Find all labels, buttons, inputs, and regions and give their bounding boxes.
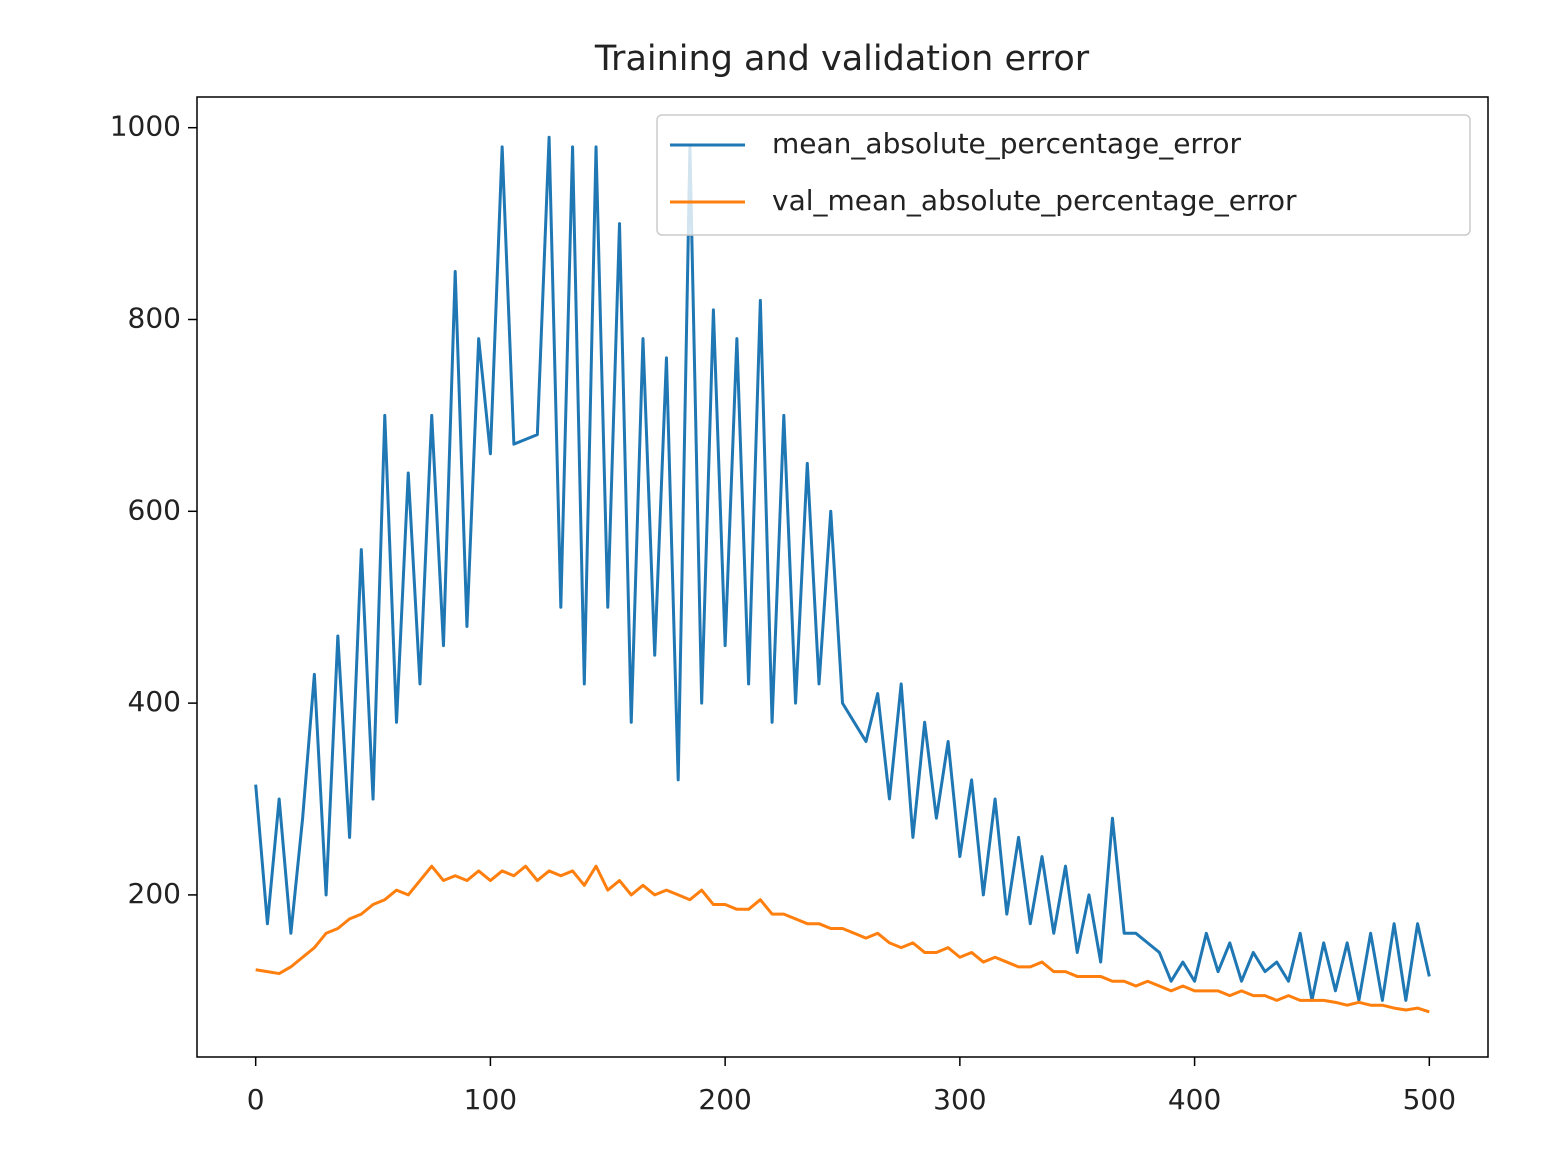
y-tick-label: 1000 xyxy=(110,110,181,143)
plot-frame xyxy=(196,96,1489,1058)
x-tick-label: 500 xyxy=(1403,1083,1456,1116)
y-tick-label: 600 xyxy=(128,493,181,526)
x-tick-label: 0 xyxy=(247,1083,265,1116)
y-tick-label: 200 xyxy=(128,877,181,910)
line xyxy=(254,135,1431,1002)
legend-box xyxy=(656,114,1471,236)
x-tick-label: 300 xyxy=(933,1083,986,1116)
chart-title: Training and validation error xyxy=(594,39,1090,79)
legend-label: mean_absolute_percentage_error xyxy=(772,127,1241,160)
x-tick-label: 100 xyxy=(464,1083,517,1116)
x-tick-label: 200 xyxy=(698,1083,751,1116)
x-tick-label: 400 xyxy=(1168,1083,1221,1116)
line xyxy=(255,864,1430,1014)
y-tick-label: 800 xyxy=(128,301,181,334)
legend-label: val_mean_absolute_percentage_error xyxy=(772,184,1297,217)
y-tick-label: 400 xyxy=(128,685,181,718)
